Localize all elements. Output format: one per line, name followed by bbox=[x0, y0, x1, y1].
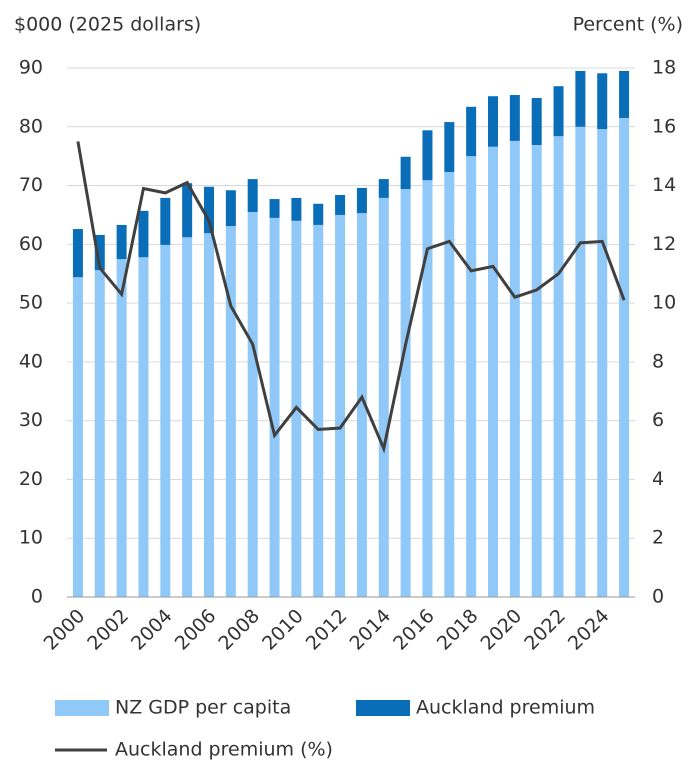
bar bbox=[204, 233, 214, 597]
y2-tick-label: 8 bbox=[652, 350, 664, 372]
legend-label: Auckland premium bbox=[416, 697, 595, 719]
bar bbox=[356, 187, 367, 214]
bar bbox=[531, 97, 542, 145]
bar bbox=[247, 212, 258, 597]
x-tick-label: 2010 bbox=[258, 605, 308, 655]
bar bbox=[313, 224, 324, 598]
y2-tick-label: 12 bbox=[652, 233, 676, 255]
y-tick-label: 80 bbox=[19, 115, 43, 137]
bar bbox=[138, 257, 149, 597]
bar bbox=[422, 130, 433, 181]
x-tick-label: 2004 bbox=[127, 605, 177, 655]
bar bbox=[619, 70, 630, 118]
bar bbox=[269, 217, 280, 597]
y-tick-label: 0 bbox=[31, 586, 43, 608]
legend-label: NZ GDP per capita bbox=[115, 697, 291, 719]
bar bbox=[94, 270, 105, 597]
bar bbox=[160, 244, 171, 597]
y-tick-label: 60 bbox=[19, 233, 43, 255]
bar bbox=[597, 73, 608, 130]
bar bbox=[597, 129, 608, 597]
y2-axis-title: Percent (%) bbox=[573, 14, 683, 36]
bar bbox=[291, 197, 302, 221]
bar bbox=[509, 95, 520, 141]
x-tick-label: 2016 bbox=[389, 605, 439, 655]
bar bbox=[400, 189, 411, 598]
bar bbox=[182, 237, 193, 597]
bar bbox=[488, 146, 498, 598]
y-tick-label: 50 bbox=[19, 292, 43, 314]
bar bbox=[247, 179, 258, 213]
x-tick-label: 2000 bbox=[40, 605, 90, 655]
x-tick-label: 2018 bbox=[433, 605, 483, 655]
bar bbox=[575, 126, 586, 598]
legend-label: Auckland premium (%) bbox=[115, 739, 333, 761]
line bbox=[76, 141, 626, 454]
bar bbox=[72, 277, 83, 597]
y-tick-label: 20 bbox=[19, 468, 43, 490]
y2-tick-label: 2 bbox=[652, 527, 664, 549]
y2-tick-label: 0 bbox=[652, 586, 664, 608]
bar bbox=[138, 210, 149, 258]
legend-swatch bbox=[356, 700, 410, 716]
y2-tick-label: 14 bbox=[652, 174, 676, 196]
bar bbox=[204, 186, 214, 234]
bar bbox=[269, 199, 280, 218]
x-tick-label: 2008 bbox=[214, 605, 264, 655]
y2-tick-label: 4 bbox=[652, 468, 664, 490]
legend-swatch bbox=[55, 700, 109, 716]
y2-tick-label: 10 bbox=[652, 292, 676, 314]
y-tick-label: 70 bbox=[19, 174, 43, 196]
bar bbox=[509, 140, 520, 597]
y-tick-label: 30 bbox=[19, 409, 43, 431]
y2-tick-label: 18 bbox=[652, 57, 676, 79]
y-tick-label: 90 bbox=[19, 57, 43, 79]
y2-tick-label: 6 bbox=[652, 409, 664, 431]
bar bbox=[182, 183, 193, 238]
bar bbox=[553, 86, 564, 137]
bar bbox=[488, 96, 498, 147]
y2-tick-label: 16 bbox=[652, 115, 676, 137]
x-tick-label: 2020 bbox=[477, 605, 527, 655]
bar bbox=[313, 203, 324, 225]
bar bbox=[422, 180, 433, 597]
y-tick-label: 40 bbox=[19, 350, 43, 372]
bar bbox=[116, 259, 127, 597]
bar bbox=[444, 172, 455, 597]
bar bbox=[466, 156, 477, 597]
bar bbox=[378, 197, 389, 597]
bar bbox=[72, 229, 83, 278]
x-tick-label: 2006 bbox=[171, 605, 221, 655]
bar bbox=[466, 106, 477, 157]
bar bbox=[444, 122, 455, 173]
x-tick-label: 2022 bbox=[520, 605, 570, 655]
bar bbox=[619, 117, 630, 597]
x-tick-label: 2002 bbox=[83, 605, 133, 655]
y-tick-label: 10 bbox=[19, 527, 43, 549]
bar bbox=[400, 156, 411, 190]
bar bbox=[225, 226, 236, 597]
bar bbox=[94, 234, 105, 271]
bar bbox=[335, 214, 346, 597]
bar bbox=[531, 144, 542, 597]
x-tick-label: 2024 bbox=[564, 605, 614, 655]
bar bbox=[225, 190, 236, 227]
bar bbox=[575, 70, 586, 127]
bar bbox=[116, 224, 127, 260]
y-axis-title: $000 (2025 dollars) bbox=[14, 14, 201, 36]
bar bbox=[335, 194, 346, 215]
x-tick-label: 2012 bbox=[302, 605, 352, 655]
x-tick-label: 2014 bbox=[345, 605, 395, 655]
bar bbox=[356, 213, 367, 598]
bar bbox=[378, 179, 389, 198]
bar bbox=[160, 197, 171, 245]
bar bbox=[553, 136, 564, 597]
